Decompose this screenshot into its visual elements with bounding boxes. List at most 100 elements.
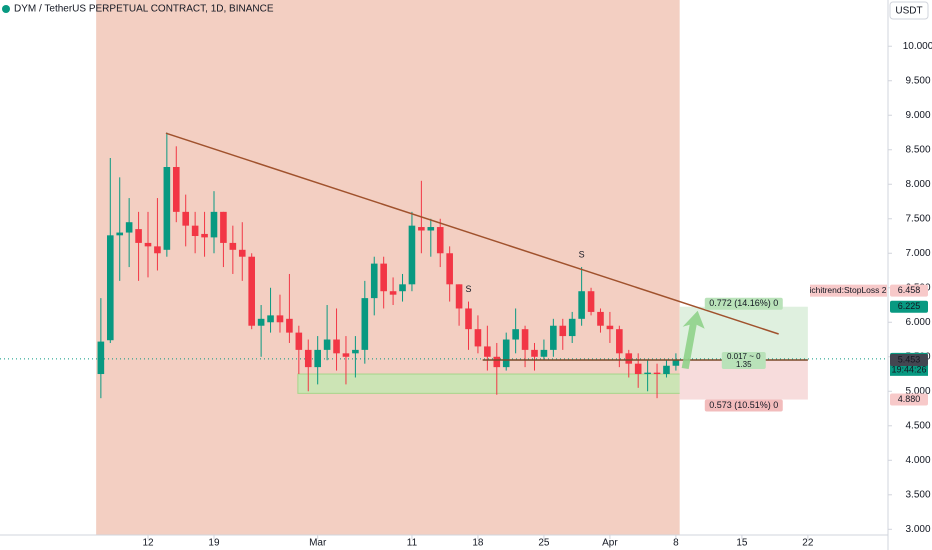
- candle-body: [333, 339, 340, 354]
- x-tick-label: Mar: [309, 538, 327, 549]
- unit-box[interactable]: [889, 1, 929, 20]
- candle-body: [597, 311, 604, 326]
- target-arrow: [681, 310, 705, 370]
- candle-body: [436, 227, 444, 254]
- candle-body: [257, 318, 265, 326]
- x-tick-label: 19: [208, 538, 220, 549]
- y-tick-label: 8.500: [905, 144, 930, 155]
- symbol-icon: [2, 5, 10, 13]
- candle-body: [106, 235, 114, 341]
- candle-body: [352, 349, 359, 354]
- candle-body: [484, 346, 491, 357]
- y-tick-label: 5.000: [905, 386, 930, 397]
- center-sub-label: 1.35: [736, 360, 752, 369]
- candle-body: [408, 225, 416, 285]
- candle-body: [587, 291, 595, 312]
- candle-body: [663, 365, 670, 375]
- candle-body: [267, 315, 274, 323]
- candle-body: [568, 318, 576, 337]
- candle-body: [427, 227, 435, 231]
- candle-body: [172, 167, 180, 212]
- trendline: [165, 132, 779, 335]
- candle-body: [418, 227, 425, 231]
- y-tick-label: 7.000: [905, 248, 930, 259]
- candle-body: [531, 349, 538, 357]
- x-tick-label: 11: [407, 538, 418, 549]
- stop-label-box: [704, 399, 783, 412]
- candle-body: [512, 329, 519, 340]
- x-tick-label: 25: [538, 538, 550, 549]
- price-tag: [890, 284, 928, 297]
- candle-body: [201, 233, 208, 238]
- candle-body: [154, 246, 161, 254]
- x-tick-label: 18: [472, 538, 484, 549]
- candle-body: [370, 263, 378, 299]
- signal-label: S: [466, 284, 472, 294]
- candle-body: [144, 242, 152, 247]
- candle-body: [493, 356, 501, 368]
- y-tick-label: 9.000: [905, 110, 930, 121]
- y-tick-label: 9.500: [905, 75, 930, 86]
- candle-body: [653, 372, 661, 375]
- indicator-label: ichitrend:StopLoss 2: [809, 285, 886, 295]
- candle-body: [540, 349, 548, 357]
- center-label-box: [721, 352, 766, 370]
- candle-body: [182, 211, 190, 226]
- candle-body: [125, 222, 133, 233]
- candle-body: [550, 325, 557, 350]
- candle-body: [521, 329, 529, 350]
- candle-body: [578, 291, 585, 319]
- candle-body: [399, 284, 406, 292]
- quote-unit[interactable]: USDT: [895, 6, 922, 17]
- target-label: 0.772 (14.16%) 0: [709, 298, 778, 308]
- y-tick-label: 4.500: [905, 420, 930, 431]
- price-tag: [890, 393, 928, 406]
- candle-body: [220, 211, 227, 243]
- price-tag: [890, 354, 928, 367]
- candle-body: [229, 242, 237, 250]
- candle-body: [314, 349, 321, 368]
- y-tick-label: 6.000: [905, 317, 930, 328]
- x-tick-label: 8: [673, 538, 679, 549]
- countdown-box: [890, 364, 928, 376]
- candle-body: [304, 349, 312, 368]
- candle-body: [361, 298, 369, 350]
- candle-body: [191, 225, 199, 237]
- y-tick-label: 8.000: [905, 179, 930, 190]
- price-tag-label: 4.880: [898, 394, 921, 404]
- chart-title: DYM / TetherUS PERPETUAL CONTRACT, 1D, B…: [14, 4, 274, 15]
- center-label: 0.017 ~ 0: [727, 352, 761, 361]
- candle-body: [380, 263, 387, 292]
- candle-body: [342, 353, 350, 357]
- candle-body: [446, 253, 453, 285]
- candle-body: [606, 325, 614, 330]
- y-tick-label: 3.500: [905, 489, 930, 500]
- candle-body: [163, 167, 171, 250]
- target-label-box: [704, 297, 783, 310]
- candle-body: [97, 341, 105, 375]
- candle-body: [135, 229, 142, 243]
- price-tag: [890, 300, 928, 313]
- candle-body: [625, 353, 633, 364]
- candle-body: [238, 249, 246, 257]
- candle-body: [465, 308, 472, 330]
- candle-body: [616, 329, 623, 354]
- x-tick-label: 12: [142, 538, 154, 549]
- x-tick-label: Apr: [602, 538, 618, 549]
- candle-body: [248, 256, 255, 326]
- price-tag-label: 5.453: [898, 354, 921, 364]
- stop-label: 0.573 (10.51%) 0: [709, 400, 778, 410]
- candle-body: [389, 291, 397, 295]
- price-tag-label: 6.458: [898, 285, 921, 295]
- countdown: 19:44:26: [891, 365, 926, 375]
- y-tick-label: 4.000: [905, 455, 930, 466]
- x-tick-label: 22: [802, 538, 814, 549]
- candle-body: [672, 360, 680, 366]
- candle-body: [559, 325, 567, 337]
- signal-label: S: [579, 249, 585, 259]
- highlight-region: [96, 0, 680, 535]
- candle-body: [455, 284, 463, 309]
- candle-body: [502, 339, 510, 368]
- candle-body: [286, 318, 293, 333]
